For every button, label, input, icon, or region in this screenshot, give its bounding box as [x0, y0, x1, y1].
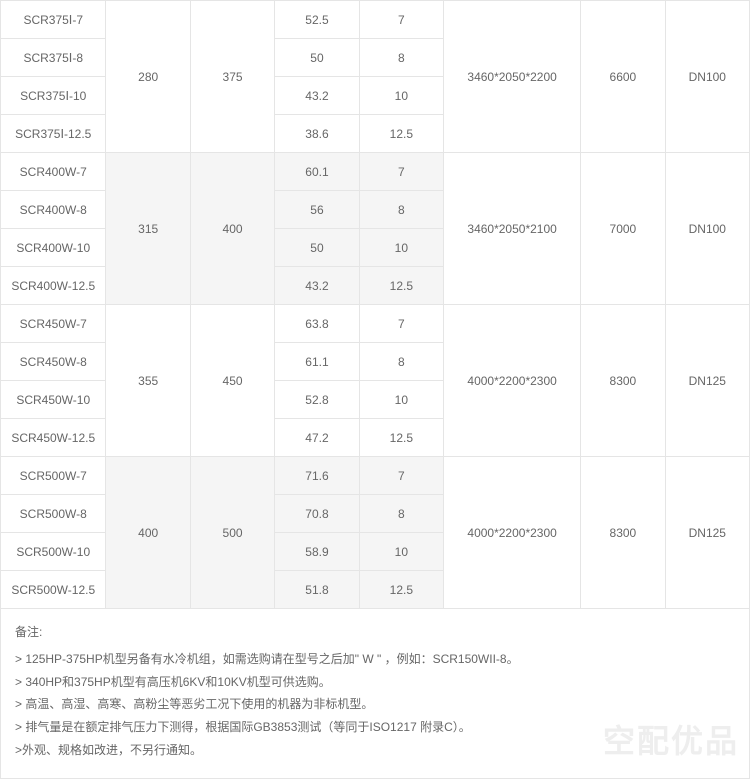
- cell-col_e: 4000*2200*2300: [444, 457, 581, 609]
- cell-c: 70.8: [275, 495, 359, 533]
- notes-section: 备注: > 125HP-375HP机型另备有水冷机组，如需选购请在型号之后加" …: [0, 609, 750, 779]
- table-row: SCR450W-735545063.874000*2200*23008300DN…: [1, 305, 750, 343]
- cell-model: SCR375Ⅰ-10: [1, 77, 106, 115]
- cell-col_e: 4000*2200*2300: [444, 305, 581, 457]
- cell-d: 7: [359, 153, 443, 191]
- cell-model: SCR500W-8: [1, 495, 106, 533]
- cell-model: SCR375Ⅰ-7: [1, 1, 106, 39]
- cell-model: SCR400W-7: [1, 153, 106, 191]
- cell-col_f: 8300: [581, 305, 665, 457]
- note-line: > 340HP和375HP机型有高压机6KV和10KV机型可供选购。: [15, 671, 735, 694]
- cell-col_a: 280: [106, 1, 190, 153]
- cell-col_b: 500: [190, 457, 274, 609]
- note-line: > 排气量是在额定排气压力下测得，根据国际GB3853测试（等同于ISO1217…: [15, 716, 735, 739]
- cell-col_g: DN100: [665, 1, 749, 153]
- cell-model: SCR450W-12.5: [1, 419, 106, 457]
- cell-model: SCR375Ⅰ-12.5: [1, 115, 106, 153]
- cell-model: SCR450W-7: [1, 305, 106, 343]
- note-line: > 高温、高湿、高寒、高粉尘等恶劣工况下使用的机器为非标机型。: [15, 693, 735, 716]
- cell-d: 7: [359, 305, 443, 343]
- cell-model: SCR500W-10: [1, 533, 106, 571]
- table-row: SCR500W-740050071.674000*2200*23008300DN…: [1, 457, 750, 495]
- cell-c: 56: [275, 191, 359, 229]
- cell-d: 10: [359, 533, 443, 571]
- cell-d: 12.5: [359, 419, 443, 457]
- table-row: SCR375Ⅰ-728037552.573460*2050*22006600DN…: [1, 1, 750, 39]
- cell-col_b: 375: [190, 1, 274, 153]
- spec-table: SCR375Ⅰ-728037552.573460*2050*22006600DN…: [0, 0, 750, 609]
- cell-col_g: DN125: [665, 305, 749, 457]
- cell-c: 52.5: [275, 1, 359, 39]
- cell-model: SCR400W-10: [1, 229, 106, 267]
- cell-d: 8: [359, 343, 443, 381]
- cell-col_e: 3460*2050*2200: [444, 1, 581, 153]
- cell-c: 51.8: [275, 571, 359, 609]
- cell-col_g: DN125: [665, 457, 749, 609]
- cell-model: SCR450W-8: [1, 343, 106, 381]
- notes-header: 备注:: [15, 621, 735, 644]
- cell-d: 10: [359, 381, 443, 419]
- cell-c: 50: [275, 39, 359, 77]
- cell-c: 50: [275, 229, 359, 267]
- cell-c: 52.8: [275, 381, 359, 419]
- cell-d: 12.5: [359, 115, 443, 153]
- cell-d: 8: [359, 495, 443, 533]
- cell-c: 63.8: [275, 305, 359, 343]
- cell-d: 12.5: [359, 267, 443, 305]
- cell-c: 47.2: [275, 419, 359, 457]
- cell-d: 10: [359, 229, 443, 267]
- cell-col_a: 315: [106, 153, 190, 305]
- cell-c: 61.1: [275, 343, 359, 381]
- cell-c: 60.1: [275, 153, 359, 191]
- cell-model: SCR375Ⅰ-8: [1, 39, 106, 77]
- cell-d: 12.5: [359, 571, 443, 609]
- cell-model: SCR400W-12.5: [1, 267, 106, 305]
- cell-d: 8: [359, 39, 443, 77]
- cell-d: 10: [359, 77, 443, 115]
- cell-col_a: 400: [106, 457, 190, 609]
- cell-col_f: 6600: [581, 1, 665, 153]
- cell-d: 8: [359, 191, 443, 229]
- cell-c: 43.2: [275, 77, 359, 115]
- cell-model: SCR450W-10: [1, 381, 106, 419]
- cell-c: 38.6: [275, 115, 359, 153]
- cell-d: 7: [359, 457, 443, 495]
- cell-col_e: 3460*2050*2100: [444, 153, 581, 305]
- cell-model: SCR500W-12.5: [1, 571, 106, 609]
- table-row: SCR400W-731540060.173460*2050*21007000DN…: [1, 153, 750, 191]
- cell-c: 71.6: [275, 457, 359, 495]
- cell-col_a: 355: [106, 305, 190, 457]
- cell-col_g: DN100: [665, 153, 749, 305]
- cell-c: 58.9: [275, 533, 359, 571]
- cell-model: SCR500W-7: [1, 457, 106, 495]
- cell-col_b: 450: [190, 305, 274, 457]
- cell-d: 7: [359, 1, 443, 39]
- cell-col_f: 8300: [581, 457, 665, 609]
- cell-col_f: 7000: [581, 153, 665, 305]
- cell-model: SCR400W-8: [1, 191, 106, 229]
- cell-col_b: 400: [190, 153, 274, 305]
- cell-c: 43.2: [275, 267, 359, 305]
- note-line: > 125HP-375HP机型另备有水冷机组，如需选购请在型号之后加" W " …: [15, 648, 735, 671]
- note-line: >外观、规格如改进，不另行通知。: [15, 739, 735, 762]
